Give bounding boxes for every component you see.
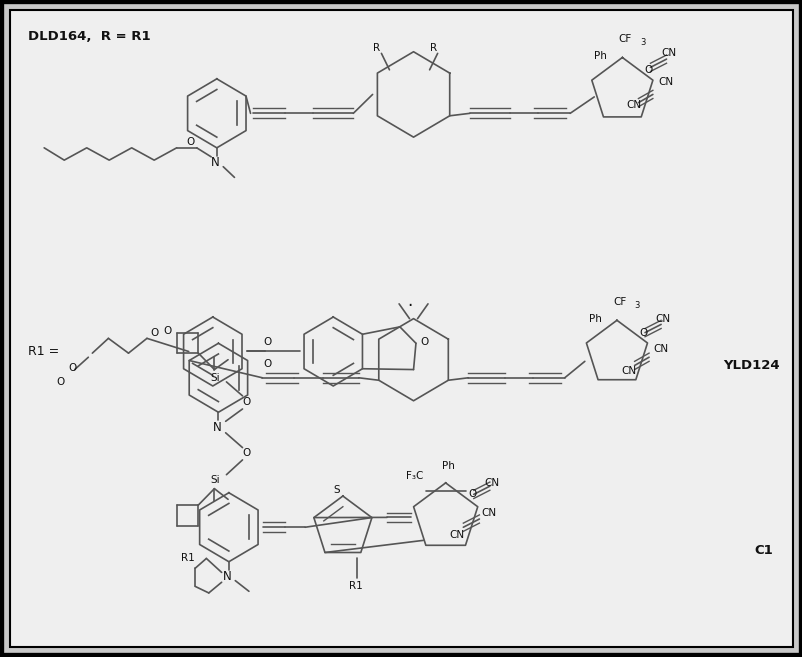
Text: CN: CN [484, 478, 499, 488]
Text: CN: CN [652, 344, 667, 354]
Text: O: O [638, 328, 647, 338]
Text: 3: 3 [639, 38, 645, 47]
Text: N: N [223, 570, 232, 583]
Text: CN: CN [626, 100, 641, 110]
Text: CN: CN [654, 313, 670, 324]
Text: O: O [263, 336, 271, 347]
Text: YLD124: YLD124 [722, 359, 779, 372]
Text: Ph: Ph [593, 51, 606, 61]
Text: O: O [56, 377, 64, 387]
Text: O: O [163, 326, 171, 336]
Text: DLD164,  R = R1: DLD164, R = R1 [28, 30, 151, 43]
Text: R1: R1 [349, 581, 363, 591]
Text: O: O [419, 336, 427, 347]
Text: O: O [242, 397, 250, 407]
Text: CN: CN [658, 77, 673, 87]
Text: CN: CN [660, 49, 675, 58]
Text: Ph: Ph [588, 313, 601, 324]
Text: N: N [211, 156, 220, 169]
Text: O: O [644, 65, 652, 75]
Text: CN: CN [449, 530, 464, 541]
Text: R: R [373, 43, 380, 53]
Text: F₃C: F₃C [405, 471, 423, 482]
Text: R1: R1 [180, 553, 194, 564]
Text: O: O [468, 489, 476, 499]
Text: O: O [68, 363, 76, 373]
Text: Si: Si [210, 373, 220, 383]
Text: R1 =: R1 = [28, 345, 59, 358]
Text: CN: CN [481, 509, 496, 518]
Text: O: O [242, 448, 250, 459]
Text: CF: CF [612, 297, 626, 307]
Text: R: R [429, 43, 436, 53]
Text: CF: CF [618, 34, 631, 45]
Text: S: S [333, 486, 339, 495]
Text: O: O [186, 137, 194, 147]
Text: O: O [263, 359, 271, 369]
Text: O: O [150, 328, 158, 338]
Text: C1: C1 [754, 544, 772, 556]
Text: ·: · [407, 298, 412, 315]
Text: 3: 3 [634, 301, 639, 310]
Text: Si: Si [210, 476, 220, 486]
Text: Ph: Ph [441, 461, 454, 472]
Text: N: N [213, 420, 221, 434]
Text: CN: CN [620, 366, 635, 376]
